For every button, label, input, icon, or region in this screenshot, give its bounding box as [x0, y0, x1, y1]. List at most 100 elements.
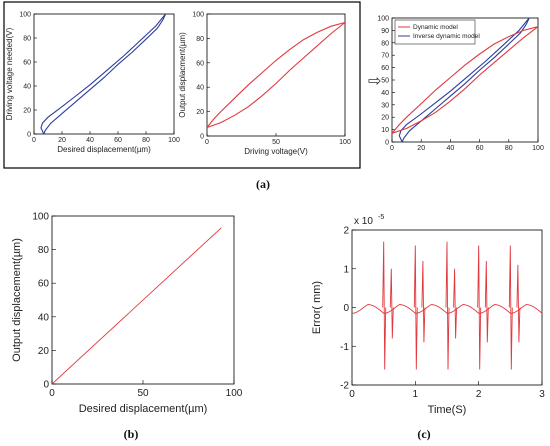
y-tick-label: 0 [27, 132, 31, 139]
x-tick-label: 0 [349, 389, 355, 400]
panel-label-b: (b) [124, 427, 139, 441]
series-line-red [51, 227, 222, 385]
legend-label: Dynamic model [413, 24, 458, 31]
x-tick-label: 0 [390, 145, 394, 152]
x-tick-label: 50 [137, 388, 149, 399]
y-tick-label: 0 [200, 134, 204, 141]
error-baseline-line [352, 304, 543, 314]
x-tick-label: 1 [413, 389, 419, 400]
y-tick-label: 80 [38, 245, 50, 256]
x-tick-label: 3 [539, 389, 545, 400]
chart-b: 0 50 100 0 20 40 60 80 100 Desired displacement(µ… [11, 212, 243, 416]
x-tick-label: 100 [532, 145, 544, 152]
error-spike [421, 260, 426, 343]
y-tick-label: 60 [381, 65, 389, 72]
series-line-red [206, 22, 346, 129]
y-axis-label: Error( mm) [311, 281, 323, 334]
x-tick-label: 40 [447, 145, 455, 152]
x-tick-label: 0 [49, 388, 55, 399]
error-spike [516, 264, 521, 343]
error-spike [445, 241, 450, 370]
x-tick-label: 0 [205, 139, 209, 146]
y-tick-label: 100 [377, 16, 389, 23]
y-tick-label: 40 [38, 312, 50, 323]
x-tick-label: 2 [476, 389, 482, 400]
y-tick-label: 100 [19, 12, 31, 19]
series-line-blue [40, 13, 167, 135]
x-axis-label: Time(S) [428, 404, 467, 416]
y-tick-label: 80 [381, 40, 389, 47]
y-tick-label: 100 [192, 12, 204, 19]
y-tick-label: 2 [343, 226, 349, 237]
x-tick-label: 20 [58, 137, 66, 144]
y-tick-label: 20 [196, 109, 204, 116]
panel-label-a: (a) [256, 177, 270, 191]
y-tick-label: 20 [381, 115, 389, 122]
error-spike [484, 260, 489, 343]
y-tick-label: 1 [343, 264, 349, 275]
arrow-icon: ⇨ [368, 71, 381, 90]
legend-box [394, 19, 476, 45]
y-tick-label: 50 [381, 78, 389, 85]
x-tick-label: 100 [226, 388, 243, 399]
y-tick-label: 40 [381, 90, 389, 97]
series-line-red [206, 21, 346, 128]
y-tick-label: 0 [43, 380, 49, 391]
y-tick-label: 10 [381, 127, 389, 134]
x-tick-label: 100 [339, 139, 351, 146]
error-spike [477, 245, 482, 370]
x-tick-label: 80 [505, 145, 513, 152]
y-tick-label: 80 [196, 36, 204, 43]
x-tick-label: 100 [168, 137, 180, 144]
y-tick-label: 90 [381, 28, 389, 35]
x-tick-label: 50 [272, 139, 280, 146]
x-axis-label: Desired displacement(µm) [79, 403, 208, 415]
series-line-blue [401, 17, 530, 143]
axes-box [206, 13, 346, 137]
series-line-blue [43, 13, 167, 135]
y-tick-label: -1 [340, 342, 349, 353]
y-tick-label: 60 [38, 279, 50, 290]
y-tick-label: 60 [196, 60, 204, 67]
y-tick-label: 100 [32, 212, 49, 223]
chart-a2: 0 50 100 0 20 40 60 80 100 Driving voltage(V) Outp… [178, 12, 351, 157]
y-tick-label: 40 [23, 84, 31, 91]
y-tick-label: 20 [23, 108, 31, 115]
y-tick-label: -2 [340, 381, 349, 392]
y-tick-label: 20 [38, 346, 50, 357]
axes-box [33, 13, 175, 135]
chart-a1: 0 20 40 60 80 100 0 20 40 60 80 100 Desired displace… [5, 12, 180, 155]
x-axis-label: Driving voltage(V) [244, 147, 308, 156]
error-spike [413, 245, 418, 370]
error-spike [382, 241, 387, 370]
y-tick-label: 0 [343, 303, 349, 314]
error-spike [508, 245, 513, 370]
series-line-red [391, 26, 539, 134]
x-tick-label: 80 [142, 137, 150, 144]
chart-c: 0 1 2 3 -2 -1 0 1 2 Time(S) Error( mm) x 10 -5 [311, 214, 545, 416]
error-spike [389, 268, 394, 339]
error-spike [453, 268, 458, 339]
y-exponent-power: -5 [378, 214, 384, 221]
x-tick-label: 20 [417, 145, 425, 152]
legend-label: Inverse dynamic model [413, 33, 480, 40]
y-tick-label: 70 [381, 53, 389, 60]
panel-a-frame [3, 1, 361, 169]
series-line-blue [398, 17, 530, 143]
x-tick-label: 60 [114, 137, 122, 144]
x-tick-label: 40 [86, 137, 94, 144]
chart-a3: 0 20 40 60 80 100 0 10 20 30 40 50 60 70 80 90 100 Dynami… [377, 16, 544, 153]
y-tick-label: 80 [23, 36, 31, 43]
y-tick-label: 0 [385, 140, 389, 147]
series-line-red [391, 26, 539, 134]
y-axis-label: Output displacment(µm) [178, 32, 187, 118]
y-tick-label: 30 [381, 102, 389, 109]
x-tick-label: 60 [476, 145, 484, 152]
x-tick-label: 0 [32, 137, 36, 144]
y-axis-label: Output displacement(µm) [11, 238, 23, 362]
y-tick-label: 40 [196, 85, 204, 92]
y-exponent-label: x 10 [354, 216, 373, 227]
y-axis-label: Driving voltage needed(V) [5, 27, 14, 120]
panel-label-c: (c) [417, 427, 430, 441]
